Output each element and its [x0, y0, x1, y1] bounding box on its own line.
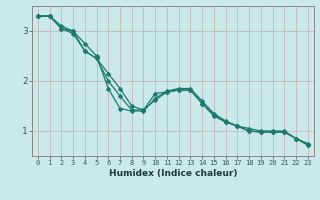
- X-axis label: Humidex (Indice chaleur): Humidex (Indice chaleur): [108, 169, 237, 178]
